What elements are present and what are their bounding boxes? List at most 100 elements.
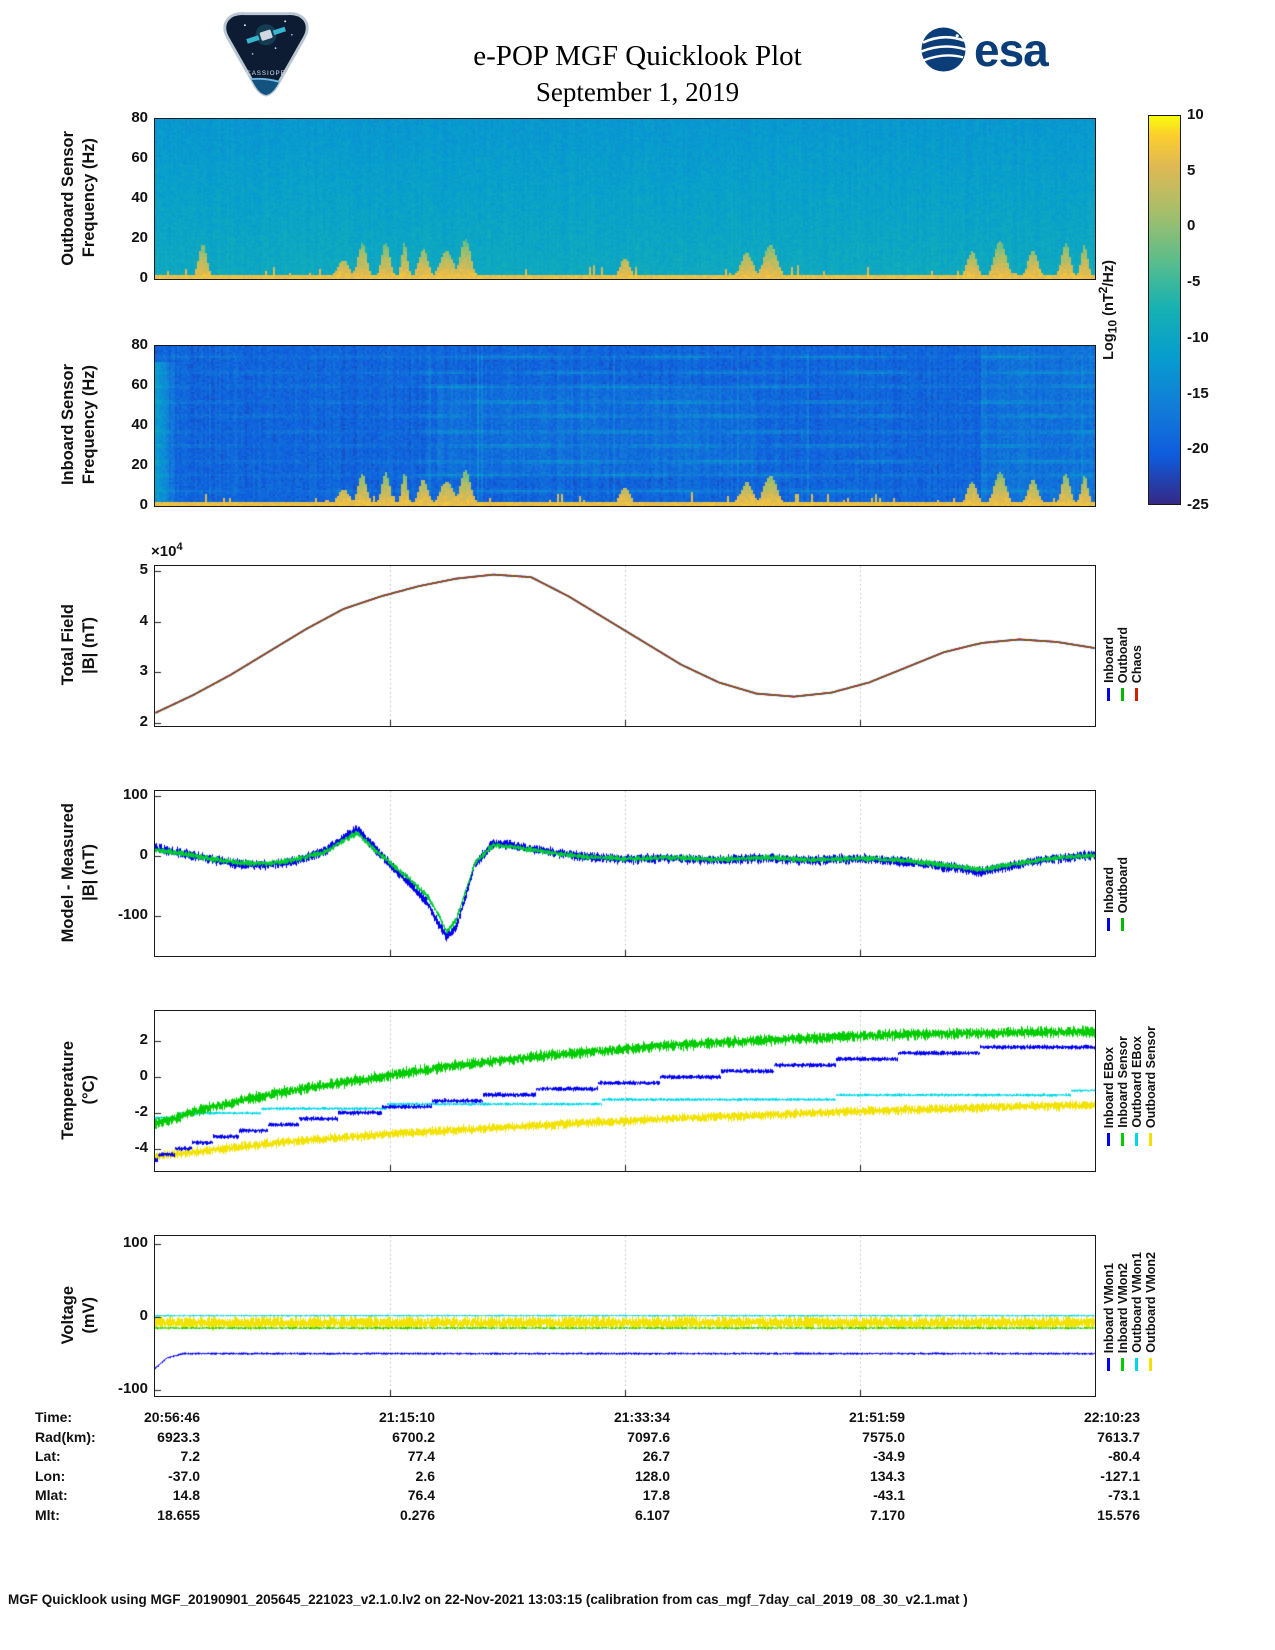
outboard-spectrogram-canvas — [155, 119, 1095, 279]
footer-caption: MGF Quicklook using MGF_20190901_205645_… — [8, 1592, 968, 1607]
y-axis-label-line1: Total Field — [59, 604, 77, 686]
y-tick-label: 0 — [139, 496, 148, 513]
y-axis-label-line2: Frequency (Hz) — [80, 365, 98, 485]
colorbar-label-text: Log10 (nT2/Hz) — [1096, 260, 1120, 360]
total-field-y-axis-label: Total Field |B| (nT) — [56, 565, 102, 725]
total-field-legend: Inboard Outboard Chaos — [1102, 565, 1144, 725]
y-axis-label-line1: Inboard Sensor — [59, 364, 77, 486]
table-cell: 15.576 — [1097, 1506, 1140, 1523]
y-tick-label: 80 — [131, 336, 148, 353]
y-tick-label: 80 — [131, 109, 148, 126]
table-cell: 7097.6 — [627, 1428, 670, 1445]
temperature-y-axis-label: Temperature (°C) — [56, 1010, 102, 1170]
table-cell: 21:15:10 — [378, 1409, 435, 1425]
cassiope-badge-icon: CASSIOPE — [223, 12, 309, 97]
total-field-plot-area — [154, 565, 1096, 727]
table-row-label: Lon: — [35, 1467, 66, 1484]
table-cell: 7.2 — [180, 1448, 200, 1465]
legend-label: Inboard — [1101, 867, 1116, 913]
table-cell: 2.6 — [415, 1467, 435, 1484]
colorbar-label-post: /Hz) — [1100, 260, 1117, 287]
table-row-label: Mlt: — [35, 1506, 60, 1523]
y-tick-label: -4 — [134, 1139, 148, 1157]
y-tick-label: 100 — [122, 785, 148, 803]
temperature-canvas — [155, 1011, 1095, 1171]
colorbar — [1148, 115, 1181, 505]
model-minus-measured-canvas — [155, 791, 1095, 956]
legend-label: Inboard VMon1 — [1101, 1262, 1116, 1353]
legend-color-dash — [1121, 1133, 1124, 1146]
table-cell: -73.1 — [1108, 1487, 1140, 1504]
y-tick-label: -100 — [117, 905, 148, 923]
y-tick-label: 60 — [131, 376, 148, 393]
table-row-time: Time: 20:56:46 21:15:10 21:33:34 21:51:59 22:… — [0, 1408, 1275, 1428]
table-row-rad-km: Rad(km): 6923.3 6700.2 7097.6 7575.0 7613.7 — [0, 1428, 1275, 1448]
table-cell: -127.1 — [1100, 1467, 1140, 1484]
y-tick-label: 0 — [139, 269, 148, 286]
legend-item-outboard-vmon2: Outboard VMon2 — [1144, 1235, 1158, 1371]
outboard-spectrogram-y-axis-label: Outboard Sensor Frequency (Hz) — [56, 118, 102, 278]
cassiope-logo-text: CASSIOPE — [246, 70, 285, 77]
temperature-legend: Inboard EBox Inboard Sensor Outboard EBox O… — [1101, 1010, 1158, 1170]
legend-item-outboard: Outboard — [1115, 565, 1130, 701]
legend-item-inboard: Inboard — [1101, 790, 1116, 931]
y-tick-label: 20 — [131, 456, 148, 473]
legend-label: Inboard EBox — [1101, 1046, 1116, 1128]
y-axis-label-line1: Voltage — [59, 1285, 77, 1345]
exponent-power: 4 — [176, 541, 183, 553]
legend-item-inboard-sensor: Inboard Sensor — [1116, 1010, 1130, 1146]
table-cell: 18.655 — [157, 1506, 200, 1523]
legend-color-dash — [1135, 688, 1138, 701]
colorbar-tick-label: -10 — [1187, 328, 1209, 346]
table-cell: 21:51:59 — [848, 1409, 905, 1425]
y-axis-label-line1: Temperature — [59, 1040, 77, 1140]
esa-logo: esa — [920, 26, 1049, 73]
table-cell: 21:33:34 — [613, 1409, 670, 1425]
y-tick-label: 60 — [131, 149, 148, 166]
colorbar-label-sup: 2 — [1096, 286, 1111, 294]
y-tick-label: 3 — [139, 662, 148, 680]
esa-globe-icon — [920, 27, 966, 72]
y-tick-label: 4 — [139, 611, 148, 629]
y-tick-label: -100 — [117, 1380, 148, 1398]
model-minus-measured-legend: Inboard Outboard — [1101, 790, 1130, 955]
y-axis-label-line2: Frequency (Hz) — [80, 138, 98, 258]
y-tick-label: 0 — [139, 845, 148, 863]
legend-item-outboard-vmon1: Outboard VMon1 — [1130, 1235, 1144, 1371]
ephemeris-table: Time: 20:56:46 21:15:10 21:33:34 21:51:59 22:… — [0, 1408, 1275, 1526]
y-tick-label: 40 — [131, 189, 148, 206]
colorbar-axis-label: Log10 (nT2/Hz) — [1096, 115, 1120, 505]
colorbar-label-sub: 10 — [1105, 319, 1120, 334]
table-row-mlt: Mlt: 18.655 0.276 6.107 7.170 15.576 — [0, 1506, 1275, 1526]
legend-label: Outboard — [1115, 856, 1130, 913]
table-cell: 22:10:23 — [1083, 1409, 1140, 1425]
plot-title: e-POP MGF Quicklook Plot — [473, 40, 802, 72]
table-cell: -37.0 — [168, 1467, 200, 1484]
model-minus-measured-plot-area — [154, 790, 1096, 957]
voltage-canvas — [155, 1236, 1095, 1396]
legend-color-dash — [1121, 688, 1124, 701]
legend-label: Outboard Sensor — [1143, 1025, 1158, 1128]
legend-label: Outboard — [1115, 626, 1130, 683]
legend-item-inboard: Inboard — [1102, 565, 1116, 701]
legend-item-inboard-vmon2: Inboard VMon2 — [1116, 1235, 1130, 1371]
colorbar-tick-label: -25 — [1187, 496, 1209, 513]
colorbar-tick-label: -5 — [1187, 273, 1201, 291]
colorbar-gradient-canvas — [1149, 116, 1180, 504]
y-axis-label-line2: (mV) — [80, 1296, 98, 1334]
legend-color-dash — [1107, 1358, 1110, 1371]
legend-color-dash — [1121, 918, 1124, 931]
table-cell: 134.3 — [869, 1467, 905, 1484]
legend-color-dash — [1135, 1358, 1138, 1371]
colorbar-label-pre: Log — [1100, 333, 1117, 360]
table-cell: 6923.3 — [157, 1428, 200, 1445]
y-axis-label-line1: Model - Measured — [59, 802, 77, 943]
table-cell: 128.0 — [634, 1467, 670, 1484]
table-row-lon: Lon: -37.0 2.6 128.0 134.3 -127.1 — [0, 1467, 1275, 1487]
voltage-legend: Inboard VMon1 Inboard VMon2 Outboard VMon1… — [1101, 1235, 1158, 1395]
